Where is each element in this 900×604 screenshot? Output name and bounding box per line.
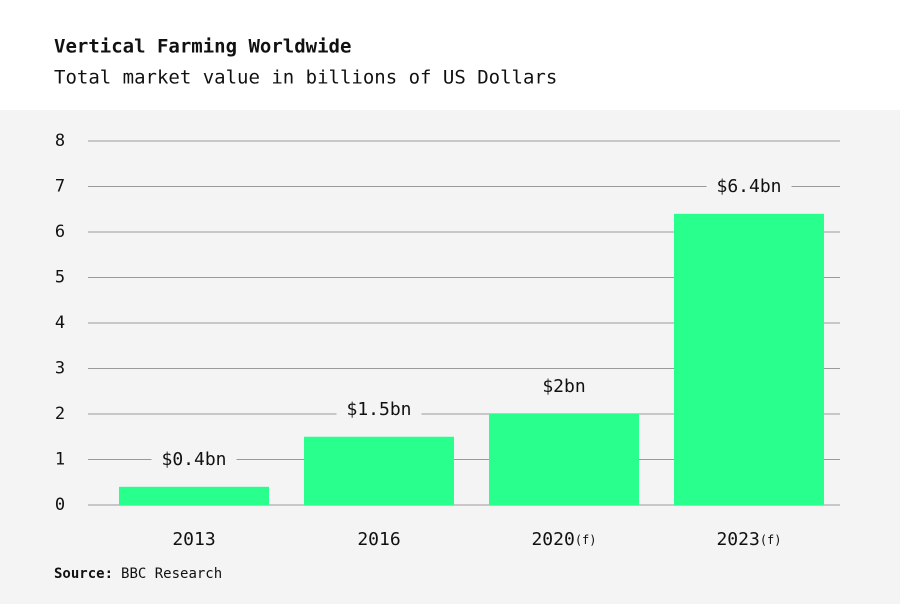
value-label-bg [336, 396, 422, 422]
y-tick-label: 3 [55, 359, 65, 379]
y-tick-label: 0 [55, 495, 65, 515]
x-tick-label: 2013 [172, 529, 215, 550]
x-tick-label: 2023(f) [716, 529, 781, 550]
value-label: $2bn [542, 376, 585, 397]
value-label-bg [706, 173, 792, 199]
x-tick-label: 2020(f) [531, 529, 596, 550]
value-label: $1.5bn [346, 399, 411, 420]
bar [489, 414, 639, 505]
header-bg [0, 0, 900, 110]
bar [304, 436, 454, 505]
y-tick-label: 7 [55, 177, 65, 197]
chart-subtitle: Total market value in billions of US Dol… [54, 67, 557, 89]
source-text: BBC Research [121, 566, 222, 582]
y-tick-label: 4 [55, 313, 65, 333]
value-label: $6.4bn [716, 176, 781, 197]
bar [119, 486, 269, 505]
source: Source: BBC Research [54, 566, 222, 582]
value-label-bg [151, 446, 237, 472]
y-tick-label: 2 [55, 404, 65, 424]
y-tick-label: 1 [55, 450, 65, 470]
y-tick-label: 6 [55, 222, 65, 242]
value-label-bg [532, 374, 596, 399]
value-label: $0.4bn [161, 449, 226, 470]
bar [674, 213, 824, 506]
y-tick-label: 5 [55, 268, 65, 288]
chart-title: Vertical Farming Worldwide [54, 36, 351, 58]
x-tick-label: 2016 [357, 529, 400, 550]
y-tick-label: 8 [55, 131, 65, 151]
source-label: Source: [54, 566, 113, 582]
